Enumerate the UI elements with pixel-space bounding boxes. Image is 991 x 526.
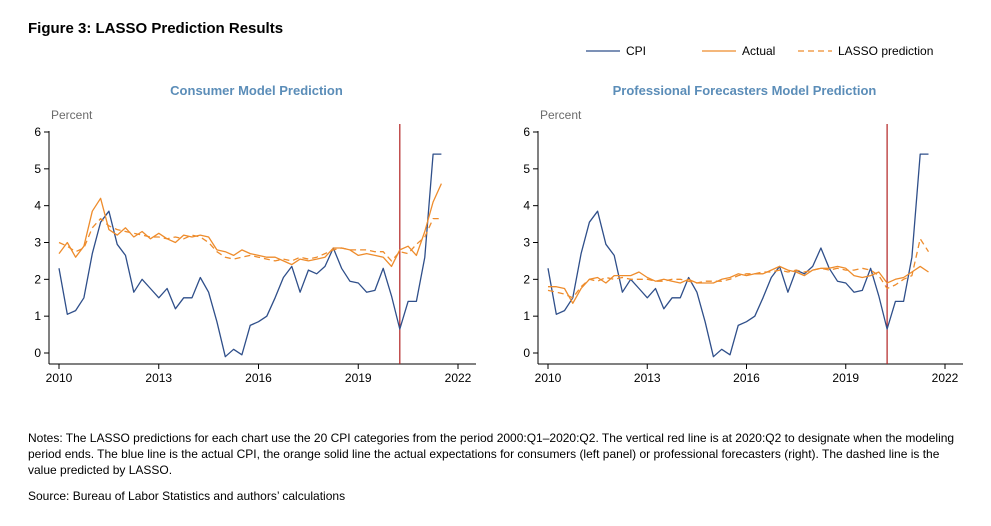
chart-area: Consumer Model Prediction Percent 0 1 2 3 4 5 6 2… (34, 83, 963, 385)
x-tick-label: 2016 (733, 371, 760, 385)
y-tick-label: 6 (523, 125, 530, 139)
y-tick-label: 1 (523, 309, 530, 323)
x-tick-label: 2016 (245, 371, 272, 385)
y-tick-label: 2 (523, 272, 530, 286)
y-tick-label: 5 (34, 162, 41, 176)
figure-notes: Notes: The LASSO predictions for each ch… (28, 431, 955, 477)
x-tick-label: 2022 (445, 371, 472, 385)
panel-1: Consumer Model Prediction Percent 0 1 2 3 4 5 6 2… (34, 83, 476, 385)
y-tick-label: 3 (34, 236, 41, 250)
x-tick-label: 2013 (634, 371, 661, 385)
y-tick-label: 6 (34, 125, 41, 139)
y-tick-label: 1 (34, 309, 41, 323)
series-line-cpi (547, 153, 929, 358)
figure-title: Figure 3: LASSO Prediction Results (28, 20, 284, 37)
series-line-lasso-prediction (58, 217, 442, 262)
panel-title: Consumer Model Prediction (170, 83, 343, 98)
panel-title: Professional Forecasters Model Predictio… (613, 83, 877, 98)
x-tick-label: 2019 (345, 371, 372, 385)
x-tick-label: 2010 (46, 371, 73, 385)
y-axis-label: Percent (51, 108, 93, 122)
series-line-actual (58, 183, 442, 268)
series-line-cpi (58, 153, 442, 358)
panel-2: Professional Forecasters Model Predictio… (523, 83, 963, 385)
y-axis-label: Percent (540, 108, 582, 122)
x-tick-label: 2010 (535, 371, 562, 385)
y-tick-label: 0 (523, 346, 530, 360)
legend-label-cpi: CPI (626, 44, 647, 58)
x-tick-label: 2013 (145, 371, 172, 385)
legend-label-lasso: LASSO prediction (838, 44, 934, 58)
y-tick-label: 5 (523, 162, 530, 176)
y-tick-label: 2 (34, 272, 41, 286)
y-tick-label: 0 (34, 346, 41, 360)
figure-source: Source: Bureau of Labor Statistics and a… (28, 489, 346, 503)
legend-swatch-lasso (798, 50, 832, 52)
y-tick-label: 3 (523, 236, 530, 250)
legend-swatch-cpi (586, 50, 620, 52)
legend-label-actual: Actual (742, 44, 776, 58)
y-tick-label: 4 (34, 199, 41, 213)
legend-swatch-actual (702, 50, 736, 52)
series-line-lasso-prediction (547, 238, 930, 299)
y-tick-label: 4 (523, 199, 530, 213)
x-tick-label: 2019 (832, 371, 859, 385)
x-tick-label: 2022 (932, 371, 959, 385)
